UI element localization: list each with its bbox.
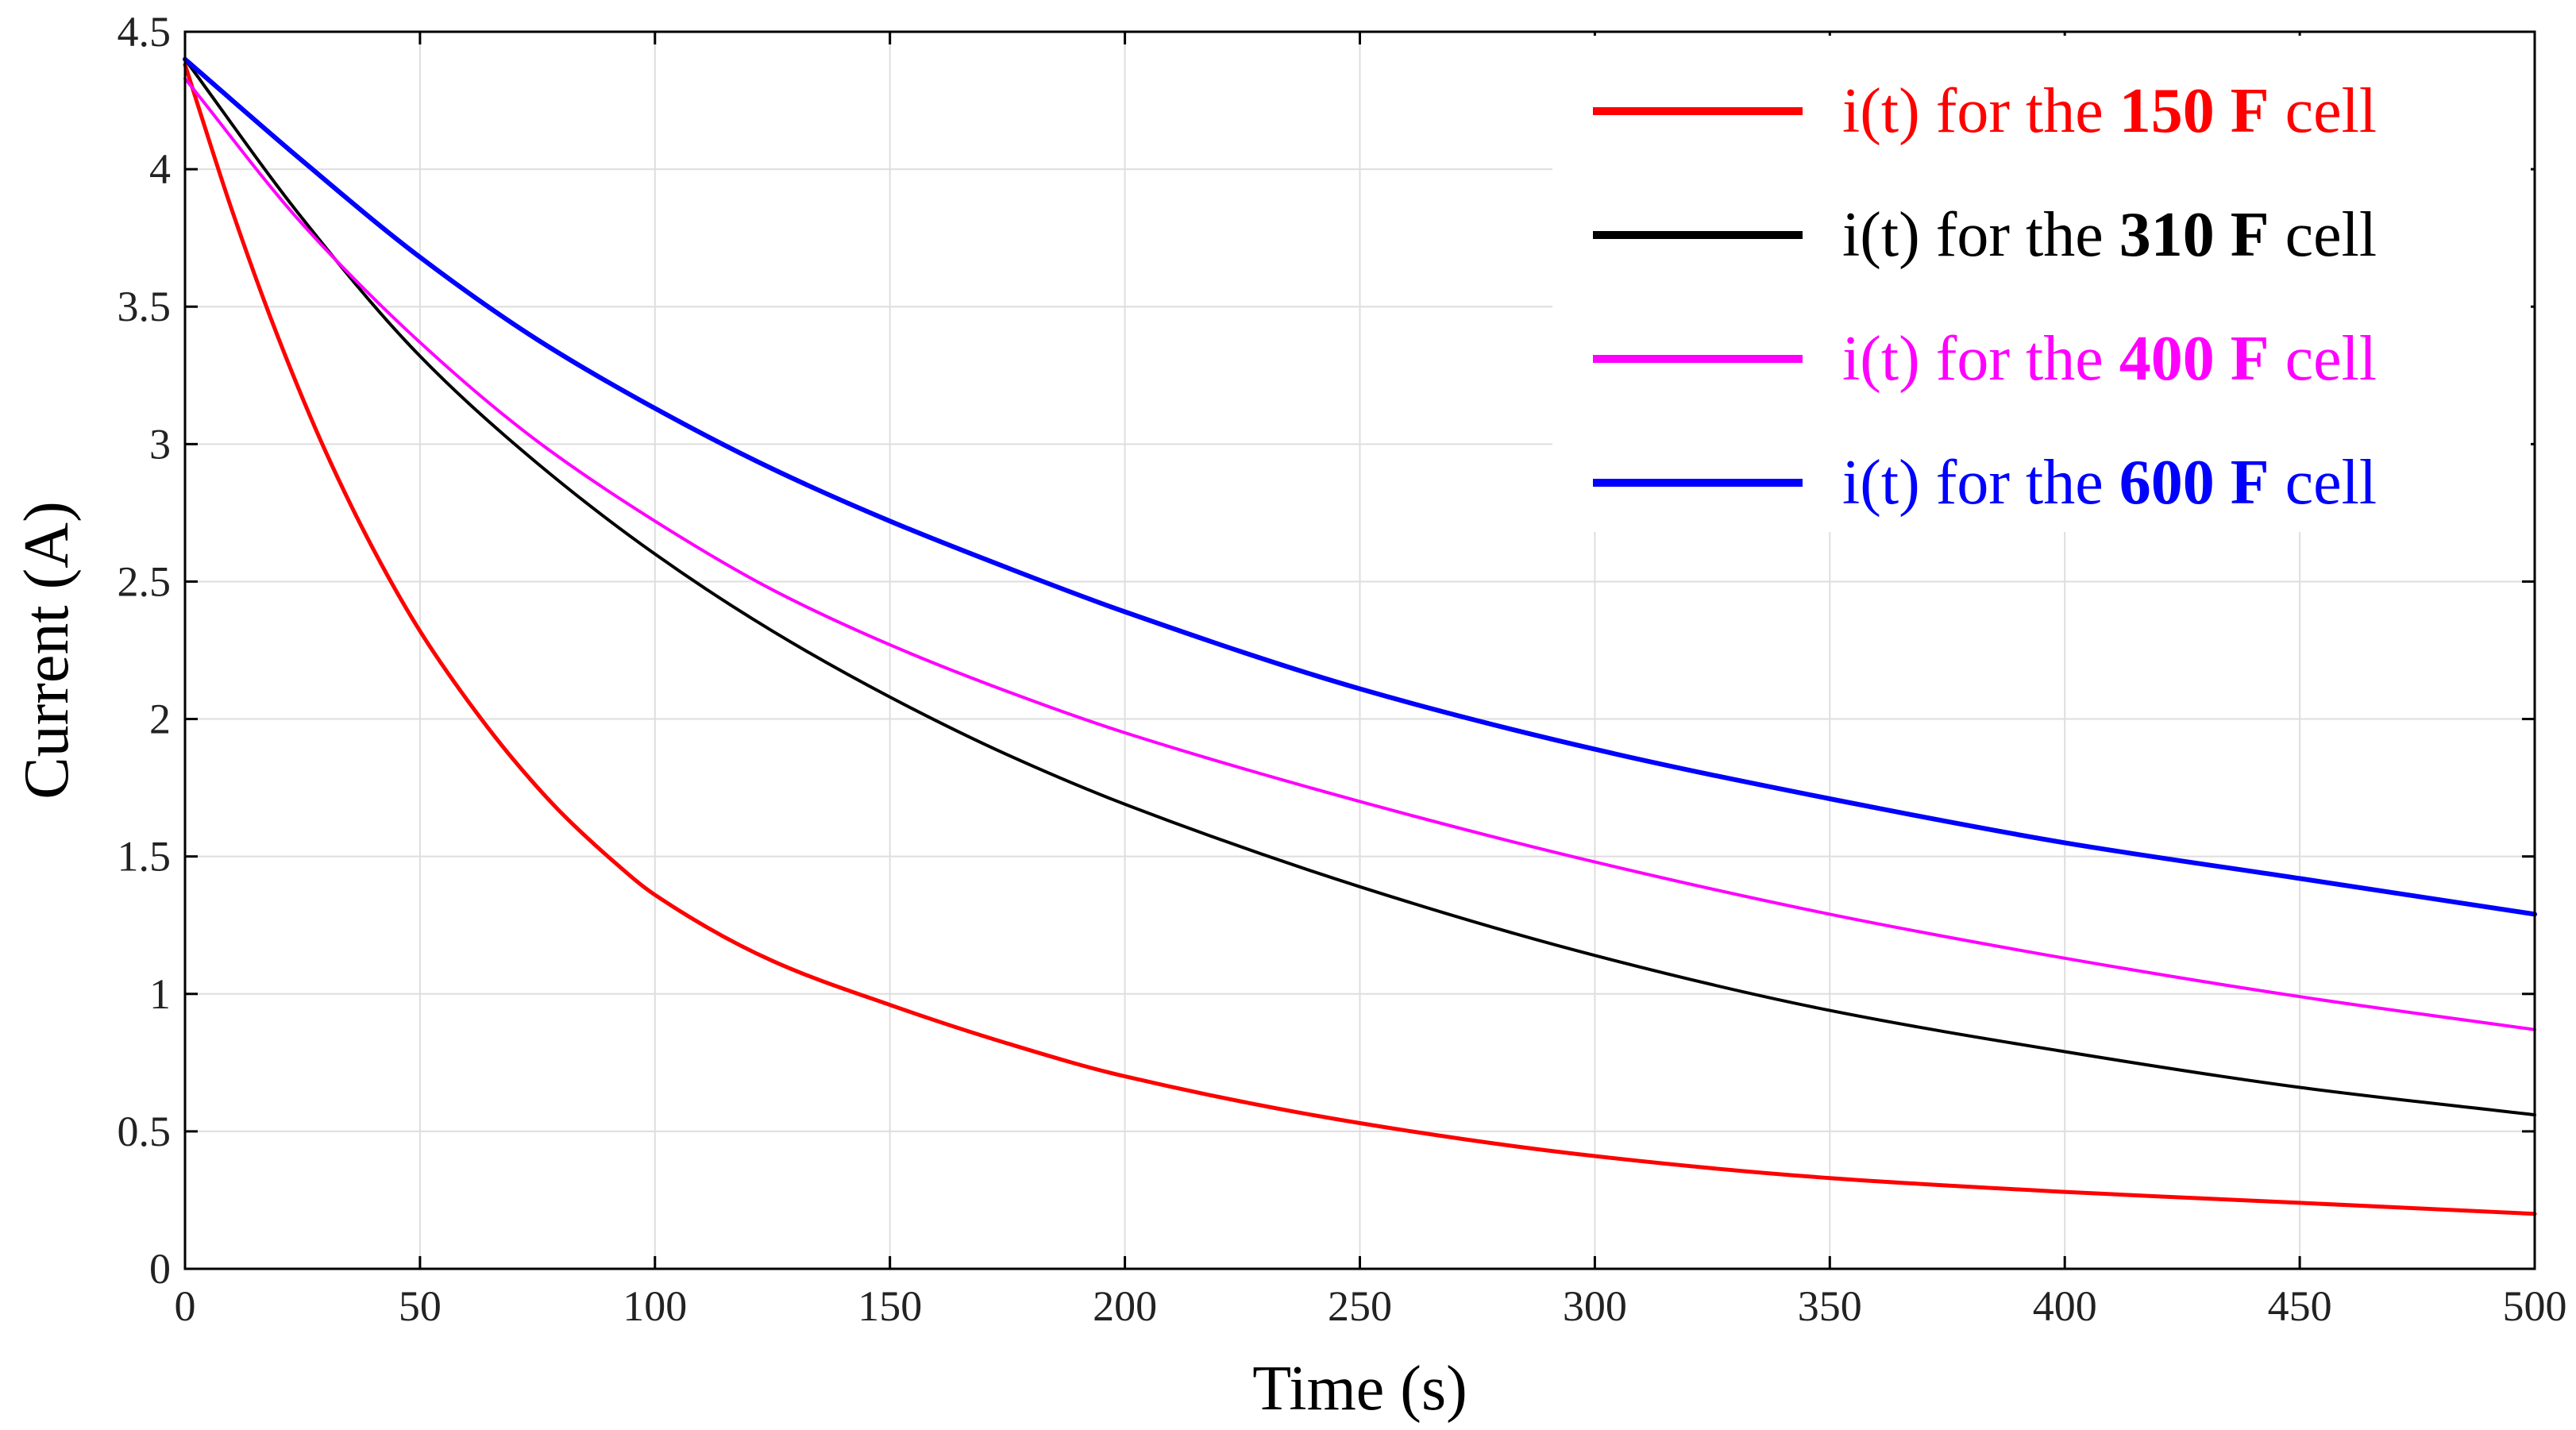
legend-label-capacitance: 400 F <box>2119 324 2269 394</box>
legend-label-capacitance: 150 F <box>2119 76 2269 146</box>
legend-background <box>1552 36 2531 532</box>
legend-label-capacitance: 600 F <box>2119 448 2269 518</box>
legend-label-prefix: i(t) for the <box>1842 200 2119 270</box>
y-tick-label: 2.5 <box>118 557 172 605</box>
x-tick-label: 350 <box>1798 1282 1862 1330</box>
legend-label-prefix: i(t) for the <box>1842 324 2119 394</box>
x-tick-label: 150 <box>858 1282 922 1330</box>
x-axis-title: Time (s) <box>1252 1354 1467 1424</box>
y-tick-label: 3.5 <box>118 283 172 330</box>
x-tick-label: 100 <box>623 1282 687 1330</box>
series-line-310f <box>183 57 2536 1117</box>
y-tick-label: 3 <box>149 420 171 468</box>
x-tick-label: 500 <box>2503 1282 2567 1330</box>
legend-label-prefix: i(t) for the <box>1842 448 2119 518</box>
y-tick-label: 4.5 <box>118 8 172 56</box>
x-tick-label: 400 <box>2033 1282 2097 1330</box>
legend-label-suffix: cell <box>2269 448 2377 518</box>
x-tick-label: 50 <box>399 1282 442 1330</box>
x-tick-label: 200 <box>1093 1282 1157 1330</box>
x-tick-label: 250 <box>1328 1282 1392 1330</box>
series-line-400f <box>183 76 2536 1031</box>
axis-ticks: 0 50 100 150 200 250 300 350 400 450 500 0 0.5 1 1.5 2 2… <box>118 8 2567 1330</box>
legend-label-suffix: cell <box>2269 76 2377 146</box>
y-tick-label: 1.5 <box>118 833 172 881</box>
legend-label-prefix: i(t) for the <box>1842 76 2119 146</box>
x-tick-label: 0 <box>175 1282 196 1330</box>
y-tick-label: 2 <box>149 696 171 743</box>
legend-label: i(t) for the 600 F cell <box>1842 448 2377 518</box>
y-axis-title: Current (A) <box>12 501 82 799</box>
legend-label: i(t) for the 150 F cell <box>1842 76 2377 146</box>
legend-label: i(t) for the 310 F cell <box>1842 200 2377 270</box>
legend-label: i(t) for the 400 F cell <box>1842 324 2377 394</box>
series-line-600f <box>183 56 2537 917</box>
y-tick-label: 0.5 <box>118 1108 172 1155</box>
legend-label-suffix: cell <box>2269 324 2377 394</box>
series-line-150f <box>183 63 2537 1216</box>
legend-label-capacitance: 310 F <box>2119 200 2269 270</box>
y-tick-label: 0 <box>149 1245 171 1293</box>
x-tick-label: 300 <box>1563 1282 1627 1330</box>
y-tick-label: 4 <box>149 145 171 193</box>
legend-label-suffix: cell <box>2269 200 2377 270</box>
y-tick-label: 1 <box>149 970 171 1018</box>
x-tick-label: 450 <box>2268 1282 2332 1330</box>
